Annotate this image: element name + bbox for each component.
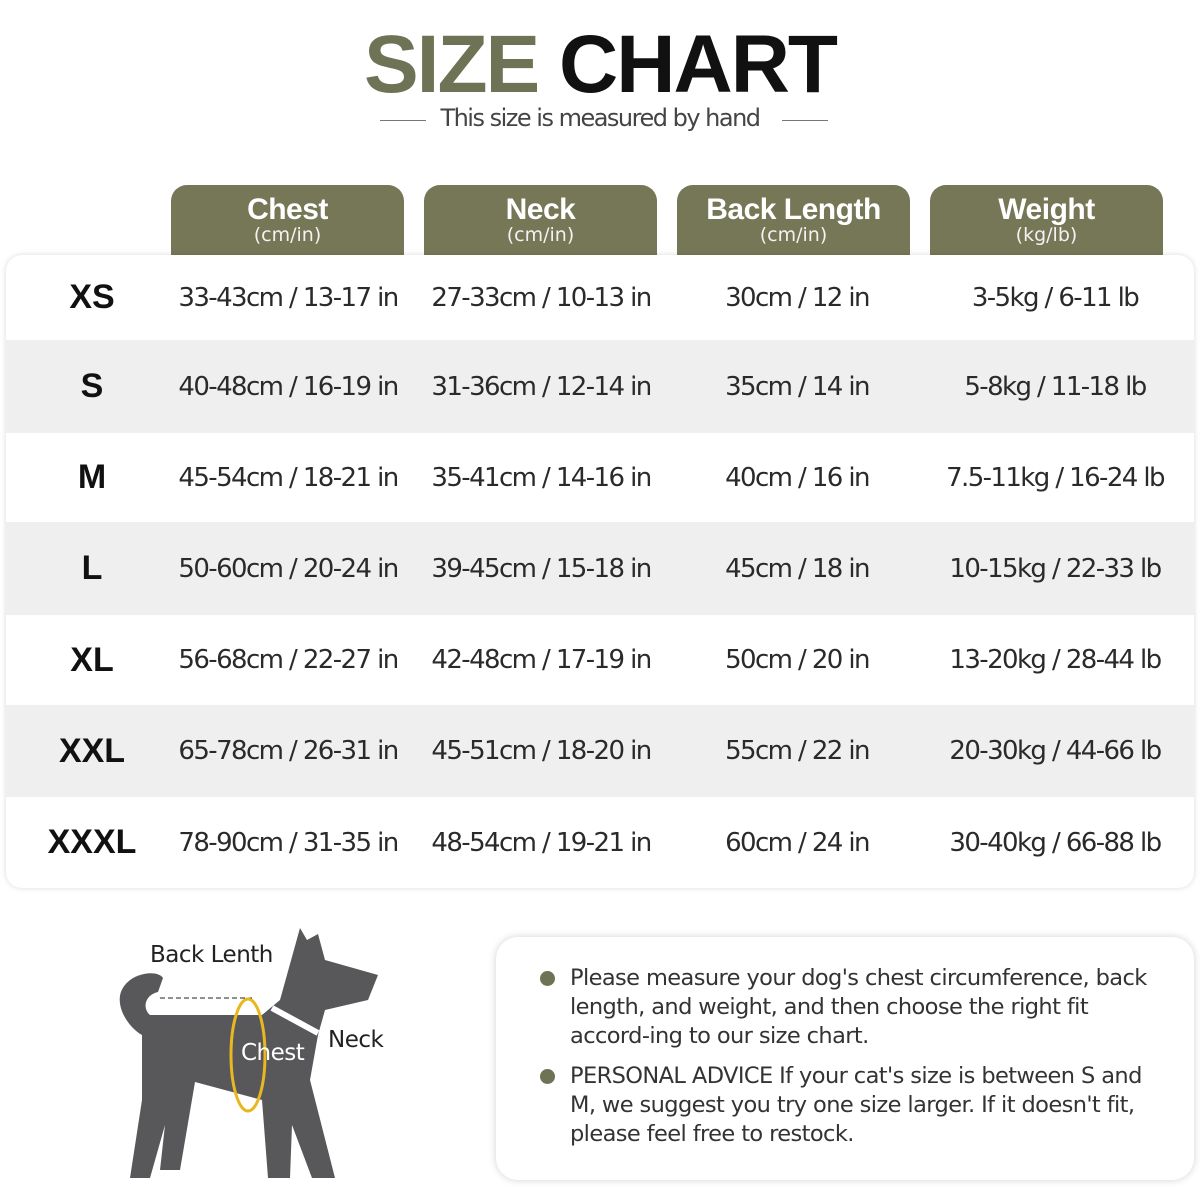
weight-cell: 30-40kg / 66-88 lb (949, 827, 1162, 858)
page-title: SIZE CHART (363, 19, 838, 110)
table-row: XXXL 78-90cm / 31-35 in 48-54cm / 19-21 in… (6, 797, 1194, 888)
chest-label: Chest (241, 1040, 305, 1066)
size-label: XL (70, 640, 114, 679)
bullet-icon (540, 971, 555, 986)
neck-label: Neck (328, 1027, 384, 1053)
column-header: Chest (cm/in) (171, 185, 404, 257)
table-row: XS 33-43cm / 13-17 in 27-33cm / 10-13 in 30… (6, 255, 1194, 340)
column-header: Back Length (cm/in) (677, 185, 910, 257)
back-cell: 60cm / 24 in (725, 827, 870, 858)
back-cell: 55cm / 22 in (725, 736, 870, 766)
neck-collar (270, 1005, 320, 1036)
note-item: Please measure your dog's chest circumfe… (540, 964, 1170, 1051)
weight-cell: 13-20kg / 28-44 lb (949, 645, 1162, 675)
chest-cell: 56-68cm / 22-27 in (178, 645, 399, 675)
back-cell: 35cm / 14 in (725, 371, 870, 402)
weight-cell: 7.5-11kg / 16-24 lb (946, 462, 1165, 493)
size-label: L (81, 549, 103, 587)
table-row: XL 56-68cm / 22-27 in 42-48cm / 17-19 in 50… (6, 615, 1194, 705)
note-item: PERSONAL ADVICE If your cat's size is be… (540, 1062, 1170, 1149)
neck-cell: 48-54cm / 19-21 in (431, 827, 652, 858)
divider (782, 120, 828, 121)
chest-cell: 65-78cm / 26-31 in (178, 736, 399, 766)
back-cell: 45cm / 18 in (725, 553, 870, 584)
neck-cell: 27-33cm / 10-13 in (431, 282, 652, 313)
neck-cell: 39-45cm / 15-18 in (431, 553, 652, 584)
column-header: Neck (cm/in) (424, 185, 657, 257)
chest-cell: 33-43cm / 13-17 in (178, 282, 399, 313)
chest-ring (229, 997, 267, 1113)
chest-cell: 50-60cm / 20-24 in (178, 553, 399, 584)
bullet-icon (540, 1069, 555, 1084)
subtitle: This size is measured by hand (440, 104, 761, 132)
dog-diagram (119, 928, 378, 1178)
size-label: S (80, 367, 104, 405)
chest-cell: 40-48cm / 16-19 in (178, 371, 399, 402)
table-row: S 40-48cm / 16-19 in 31-36cm / 12-14 in 35c… (6, 340, 1194, 433)
neck-cell: 31-36cm / 12-14 in (431, 371, 652, 402)
back-length-label: Back Lenth (150, 942, 273, 968)
weight-cell: 3-5kg / 6-11 lb (971, 282, 1140, 313)
chest-cell: 45-54cm / 18-21 in (178, 462, 399, 493)
back-cell: 30cm / 12 in (725, 282, 870, 313)
size-label: XS (69, 278, 115, 316)
weight-cell: 20-30kg / 44-66 lb (949, 736, 1162, 766)
chest-cell: 78-90cm / 31-35 in (178, 827, 399, 858)
table-row: L 50-60cm / 20-24 in 39-45cm / 15-18 in 45c… (6, 522, 1194, 615)
column-header: Weight (kg/lb) (930, 185, 1163, 257)
neck-cell: 42-48cm / 17-19 in (431, 645, 652, 675)
table-row: M 45-54cm / 18-21 in 35-41cm / 14-16 in 40c… (6, 433, 1194, 522)
neck-cell: 35-41cm / 14-16 in (431, 462, 652, 493)
neck-cell: 45-51cm / 18-20 in (431, 736, 652, 766)
size-table: XS 33-43cm / 13-17 in 27-33cm / 10-13 in 30… (6, 255, 1194, 888)
divider (380, 120, 426, 121)
weight-cell: 10-15kg / 22-33 lb (949, 553, 1162, 584)
size-label: XXL (58, 731, 126, 770)
table-row: XXL 65-78cm / 26-31 in 45-51cm / 18-20 in 5… (6, 705, 1194, 797)
weight-cell: 5-8kg / 11-18 lb (964, 371, 1147, 402)
dog-silhouette (119, 928, 378, 1178)
back-cell: 40cm / 16 in (725, 462, 870, 493)
size-label: M (77, 458, 107, 496)
measurement-notes: Please measure your dog's chest circumfe… (496, 937, 1194, 1180)
size-label: XXXL (47, 823, 137, 861)
back-cell: 50cm / 20 in (725, 645, 870, 675)
